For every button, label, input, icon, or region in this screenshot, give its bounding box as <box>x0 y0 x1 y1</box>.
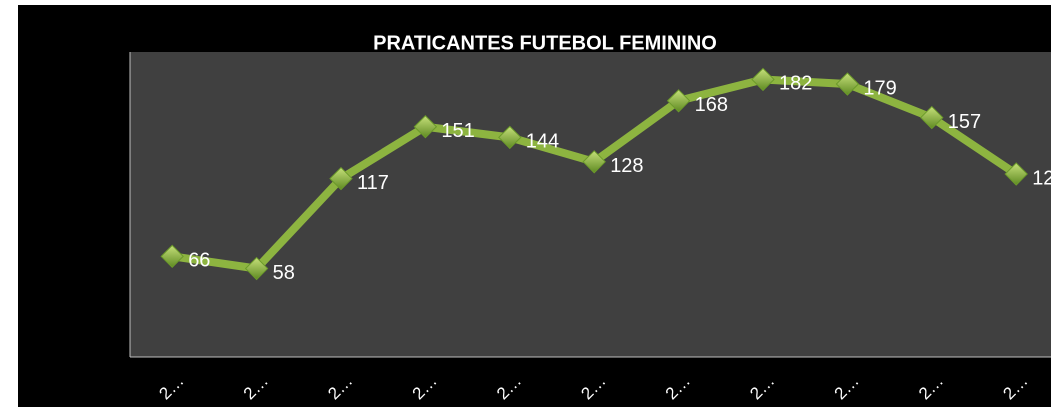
data-point <box>160 244 184 269</box>
data-point <box>1004 162 1028 186</box>
data-label: 168 <box>695 94 728 116</box>
data-label: 58 <box>273 262 295 284</box>
data-label: 120 <box>1032 167 1051 189</box>
data-label: 157 <box>948 111 981 133</box>
data-label: 179 <box>863 77 896 99</box>
plot-area <box>130 52 1051 357</box>
chart-title: PRATICANTES FUTEBOL FEMININO <box>373 32 717 54</box>
data-label: 66 <box>188 250 210 272</box>
data-point <box>751 67 775 92</box>
data-point <box>920 105 944 130</box>
data-point <box>835 72 860 96</box>
data-label: 182 <box>779 73 812 95</box>
data-label: 151 <box>441 120 474 142</box>
data-label: 128 <box>610 155 643 177</box>
data-point <box>329 166 353 191</box>
data-point <box>666 89 691 113</box>
data-point <box>582 150 606 174</box>
data-point <box>244 256 269 281</box>
data-label: 117 <box>357 172 389 194</box>
data-point <box>498 125 522 150</box>
data-label: 144 <box>526 131 559 153</box>
data-point <box>413 115 438 139</box>
